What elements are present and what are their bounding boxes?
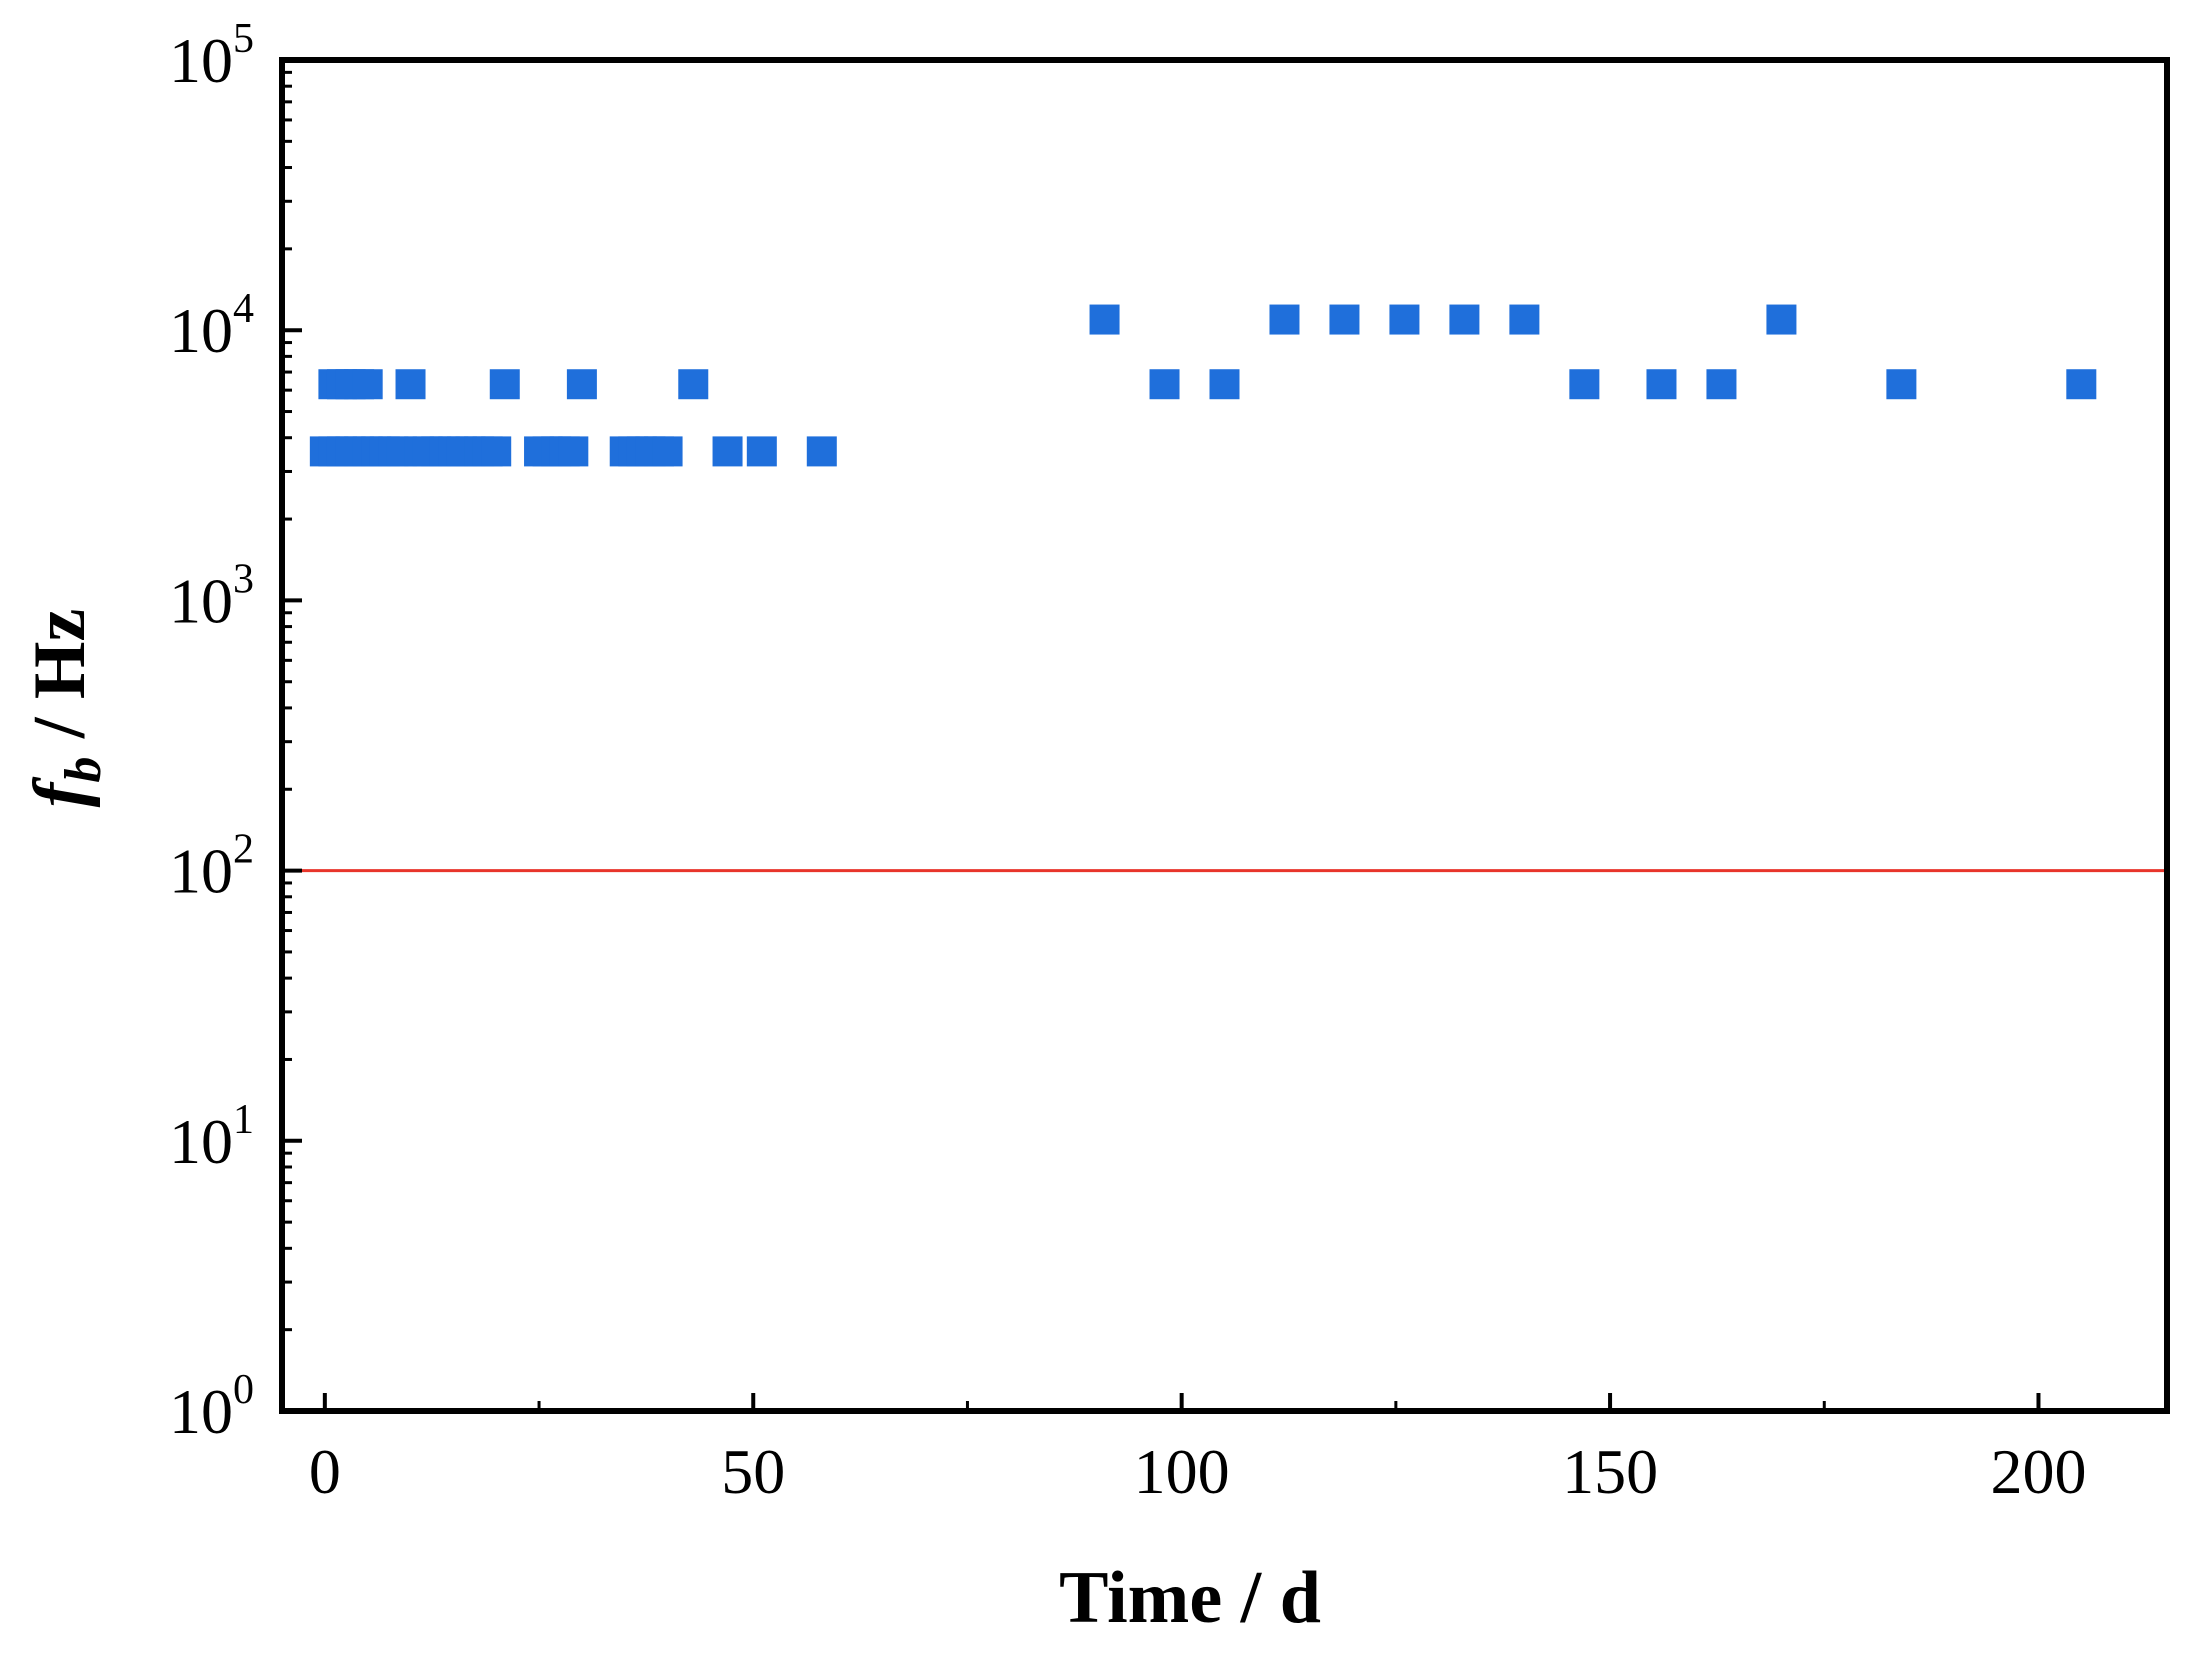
data-point [481,436,512,467]
y-axis-title-unit: / Hz [19,609,101,757]
data-point [1569,369,1600,400]
data-point [1449,304,1480,335]
data-point [489,369,520,400]
x-tick-label: 0 [309,1436,341,1507]
data-point [712,436,743,467]
data-point [1269,304,1300,335]
data-point [1089,304,1120,335]
data-point [746,436,777,467]
y-tick-label: 103 [169,556,254,636]
data-point [2066,369,2097,400]
data-point [1706,369,1737,400]
data-point [1149,369,1180,400]
plot-frame [279,57,2170,1414]
y-tick-label: 101 [169,1097,254,1177]
x-tick-label: 150 [1562,1436,1658,1507]
tick-labels: 0 50 100 150 200 100 101 102 103 104 105 [169,16,2086,1507]
y-tick-label: 104 [169,286,254,366]
data-point [1509,304,1540,335]
data-point [652,436,683,467]
data-point [1209,369,1240,400]
data-point [1389,304,1420,335]
data-point [678,369,709,400]
x-axis-title: Time / d [1059,1557,1321,1639]
y-axis-title-subscript: b [55,757,112,783]
data-point [395,369,426,400]
data-point [1886,369,1917,400]
data-point [566,369,597,400]
y-axis-title: fb / Hz [19,609,112,808]
y-tick-label: 102 [169,827,254,907]
data-point [806,436,837,467]
x-tick-label: 100 [1134,1436,1230,1507]
data-point [352,369,383,400]
axes [282,58,2041,1413]
data-markers [309,304,2097,467]
y-tick-label: 100 [169,1367,254,1447]
data-point [1766,304,1797,335]
y-tick-label: 105 [169,16,254,96]
data-point [1646,369,1677,400]
data-point [1329,304,1360,335]
x-tick-label: 200 [1990,1436,2086,1507]
data-point [558,436,589,467]
x-tick-label: 50 [721,1436,785,1507]
